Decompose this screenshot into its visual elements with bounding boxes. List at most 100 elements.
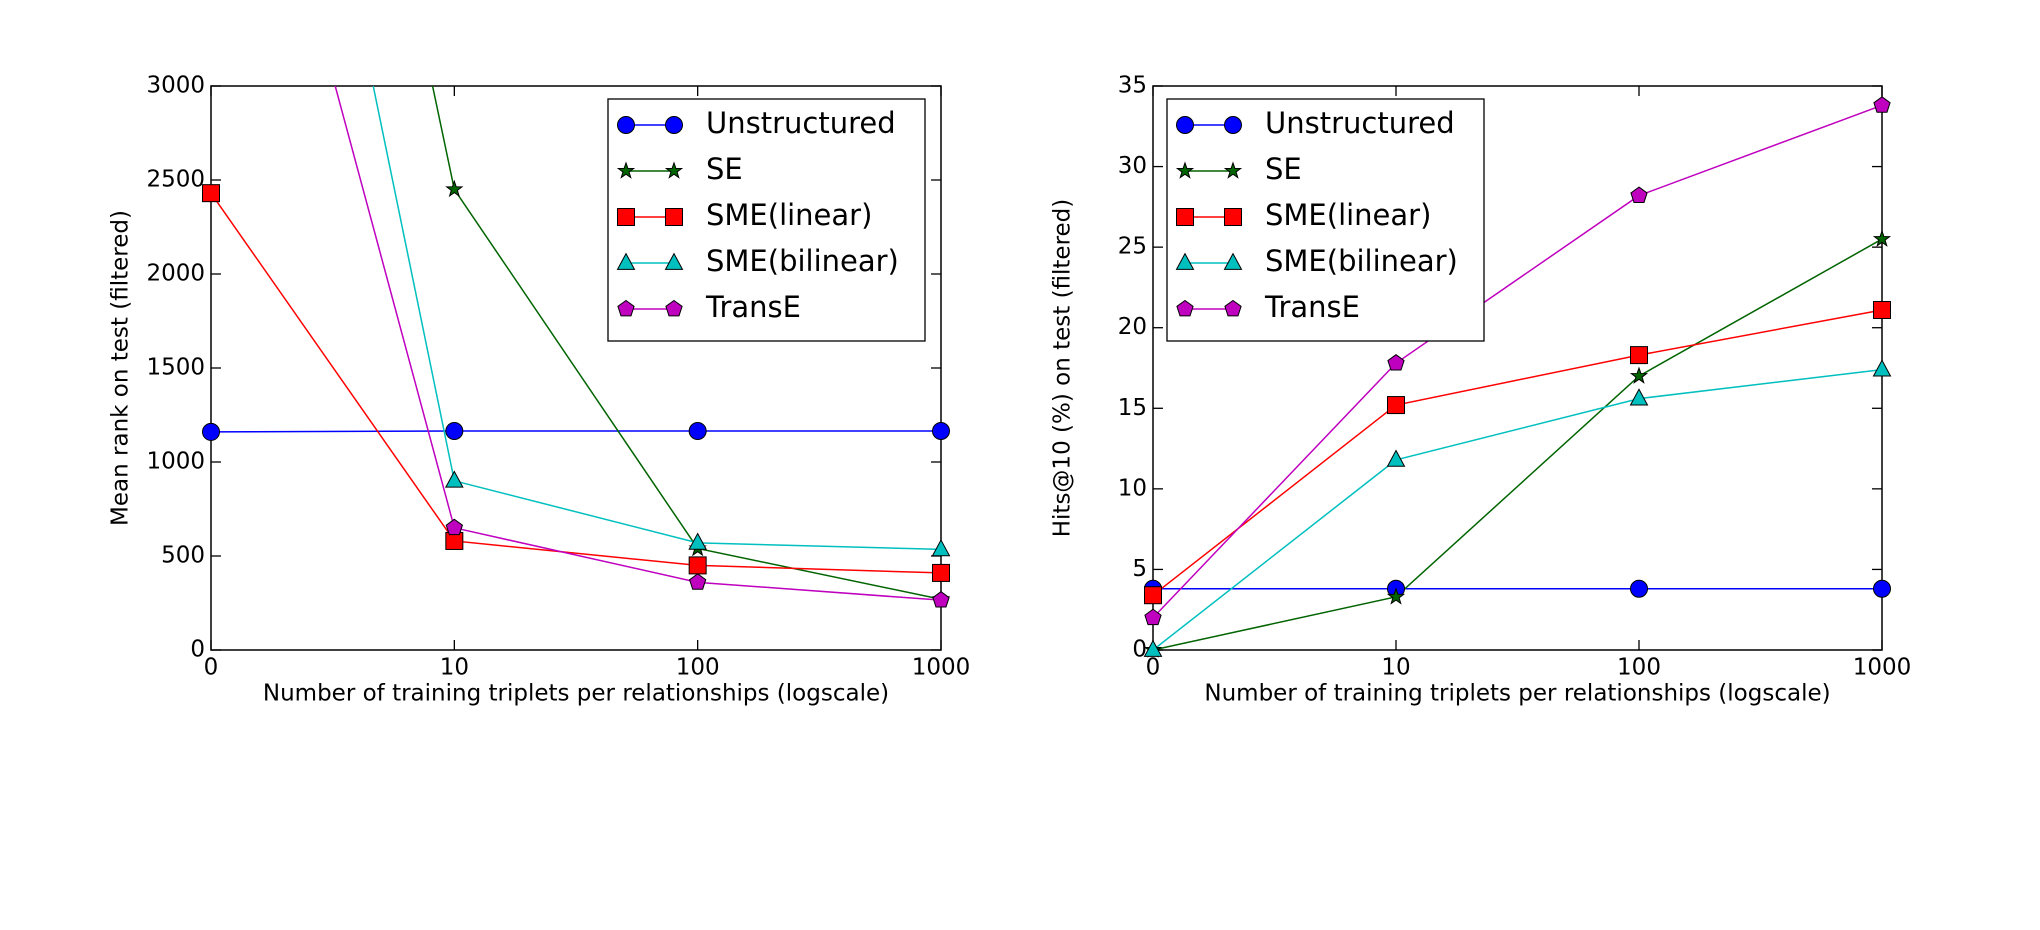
y-tick-label: 0	[1132, 637, 1147, 663]
data-point	[1630, 579, 1648, 598]
y-axis-label: Mean rank on test (filtered)	[108, 210, 134, 526]
series-line	[1152, 368, 1883, 651]
data-point	[688, 573, 707, 590]
data-point	[932, 421, 950, 440]
data-point	[1386, 449, 1406, 467]
y-tick-label: 35	[1118, 73, 1147, 99]
data-point	[445, 518, 464, 536]
legend-marker	[1175, 161, 1195, 179]
y-tick-label: 15	[1118, 395, 1147, 421]
x-tick-label: 1000	[912, 655, 971, 681]
legend-marker	[1176, 208, 1194, 226]
y-tick-label: 2500	[146, 167, 205, 193]
legend-label: SME(bilinear)	[1265, 244, 1458, 278]
data-point	[445, 179, 464, 198]
x-tick-label: 0	[204, 655, 219, 681]
x-tick-label: 10	[1381, 655, 1410, 681]
y-tick-label: 3000	[146, 73, 205, 99]
series-layer	[202, 86, 951, 608]
legend-label: TransE	[705, 290, 801, 324]
legend-marker	[665, 208, 683, 226]
legend-label: Unstructured	[1265, 106, 1455, 140]
data-point	[932, 591, 950, 608]
legend-label: Unstructured	[706, 106, 896, 140]
legend-marker	[664, 252, 684, 270]
legend-box	[1166, 98, 1485, 342]
series-line	[210, 430, 941, 433]
legend-marker	[617, 299, 635, 317]
series-line	[1152, 238, 1883, 651]
legend-marker	[665, 116, 683, 134]
data-point	[1144, 608, 1162, 626]
x-tick-label: 0	[1146, 655, 1161, 681]
chart: 0 5 10 15 20 25 30 35 0 10 100 1000 Number of traini…	[1050, 73, 1912, 707]
legend-marker	[617, 116, 635, 134]
y-tick-label: 30	[1118, 153, 1147, 179]
series-layer	[1143, 96, 1892, 658]
legend-marker	[1223, 252, 1243, 270]
legend-marker	[1224, 299, 1242, 317]
x-axis-label: Number of training triplets per relation…	[263, 681, 889, 707]
data-point	[688, 556, 707, 575]
data-point	[1872, 359, 1892, 377]
legend-label: SME(bilinear)	[706, 244, 899, 278]
series-line	[1152, 309, 1883, 596]
data-point	[202, 422, 220, 441]
legend-marker	[664, 161, 684, 179]
y-tick-label: 1500	[146, 355, 205, 381]
legend-marker	[616, 161, 636, 179]
chart: 0 500 1000 1500 2000 2500 3000 0 10 100 1000 Number…	[108, 73, 971, 707]
y-tick-label: 2000	[146, 261, 205, 287]
data-point	[1873, 579, 1891, 598]
data-point	[202, 184, 220, 203]
data-point	[1873, 96, 1891, 113]
data-point	[1872, 229, 1892, 247]
legend-marker	[1224, 116, 1242, 134]
y-tick-label: 20	[1118, 314, 1147, 340]
series-line	[210, 192, 942, 574]
series-line	[334, 86, 942, 601]
series-line	[1152, 104, 1883, 619]
legend-label: SME(linear)	[706, 198, 872, 232]
y-tick-label: 25	[1118, 234, 1147, 260]
x-tick-label: 10	[440, 655, 469, 681]
y-tick-label: 0	[190, 637, 205, 663]
data-point	[1387, 396, 1405, 415]
legend-label: SME(linear)	[1265, 198, 1431, 232]
legend-marker	[1176, 116, 1194, 134]
data-point	[688, 532, 708, 550]
x-tick-label: 100	[676, 655, 720, 681]
data-point	[445, 421, 464, 440]
data-point	[931, 539, 951, 557]
legend-marker	[617, 208, 635, 226]
legend-marker	[1175, 252, 1195, 270]
series-line	[372, 86, 942, 551]
data-point	[1630, 346, 1648, 365]
legend-label: SE	[1265, 152, 1302, 186]
data-point	[1144, 586, 1162, 605]
y-tick-label: 10	[1118, 475, 1147, 501]
data-point	[1143, 639, 1163, 657]
data-point	[1386, 587, 1406, 605]
data-point	[1873, 300, 1891, 319]
data-point	[444, 470, 464, 488]
data-point	[1630, 186, 1648, 203]
legend-marker	[665, 299, 683, 317]
legend-marker	[1224, 208, 1242, 226]
y-tick-label: 500	[161, 543, 205, 569]
data-point	[1629, 366, 1649, 384]
x-tick-label: 1000	[1853, 655, 1912, 681]
series-line	[431, 86, 942, 600]
y-tick-label: 1000	[146, 449, 205, 475]
data-point	[932, 563, 950, 582]
legend-label: SE	[706, 152, 743, 186]
legend: Unstructured SE SME(linear) SME(bilinear) Tr…	[607, 98, 926, 342]
y-tick-label: 5	[1132, 556, 1147, 582]
x-tick-label: 100	[1617, 655, 1661, 681]
y-axis-label: Hits@10 (%) on test (filtered)	[1050, 199, 1076, 538]
legend-box	[607, 98, 926, 342]
legend-label: TransE	[1264, 290, 1360, 324]
legend-marker	[616, 252, 636, 270]
legend: Unstructured SE SME(linear) SME(bilinear) Tr…	[1166, 98, 1485, 342]
